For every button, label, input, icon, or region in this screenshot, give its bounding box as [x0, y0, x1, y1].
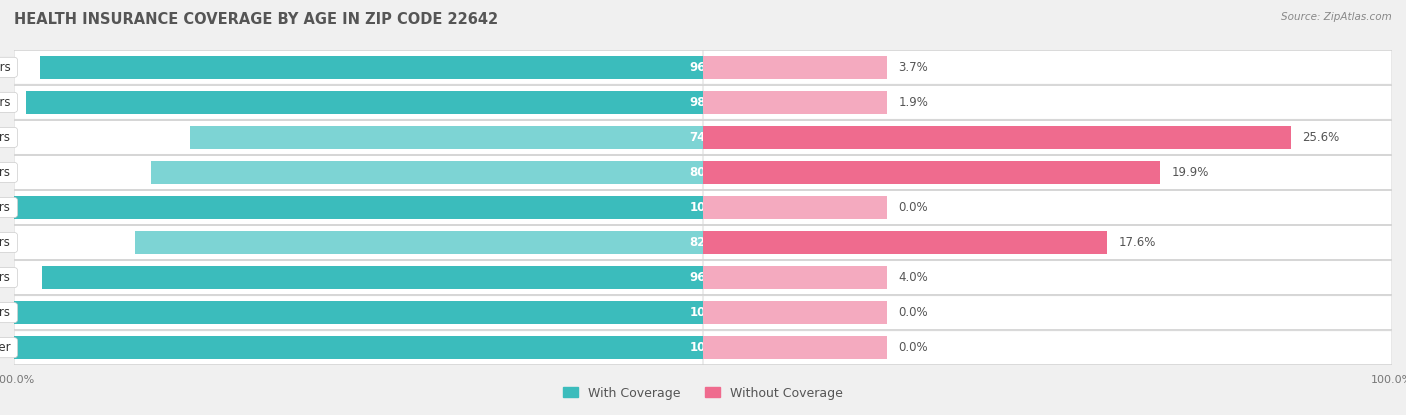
Bar: [14, 196, 703, 219]
Bar: [703, 196, 887, 219]
Text: 45 to 54 Years: 45 to 54 Years: [0, 236, 14, 249]
Bar: [39, 56, 703, 79]
FancyBboxPatch shape: [703, 331, 1392, 365]
FancyBboxPatch shape: [14, 261, 703, 295]
Bar: [27, 91, 703, 114]
Bar: [135, 231, 703, 254]
FancyBboxPatch shape: [14, 295, 703, 330]
Text: 0.0%: 0.0%: [898, 201, 928, 214]
Bar: [703, 231, 1107, 254]
FancyBboxPatch shape: [14, 85, 703, 120]
Bar: [190, 126, 703, 149]
FancyBboxPatch shape: [703, 50, 1392, 84]
FancyBboxPatch shape: [703, 295, 1392, 330]
FancyBboxPatch shape: [703, 190, 1392, 225]
Text: HEALTH INSURANCE COVERAGE BY AGE IN ZIP CODE 22642: HEALTH INSURANCE COVERAGE BY AGE IN ZIP …: [14, 12, 498, 27]
Bar: [703, 301, 887, 324]
Text: 82.4%: 82.4%: [689, 236, 730, 249]
FancyBboxPatch shape: [703, 261, 1392, 295]
Bar: [703, 161, 1160, 184]
Text: 1.9%: 1.9%: [898, 96, 928, 109]
Text: 3.7%: 3.7%: [898, 61, 928, 74]
Bar: [14, 301, 703, 324]
Text: 100.0%: 100.0%: [689, 341, 738, 354]
FancyBboxPatch shape: [14, 190, 703, 225]
Text: 74.4%: 74.4%: [689, 131, 730, 144]
FancyBboxPatch shape: [14, 120, 703, 154]
Bar: [42, 266, 703, 289]
Legend: With Coverage, Without Coverage: With Coverage, Without Coverage: [558, 382, 848, 405]
Bar: [14, 336, 703, 359]
FancyBboxPatch shape: [14, 156, 703, 190]
Bar: [703, 266, 887, 289]
FancyBboxPatch shape: [14, 225, 703, 259]
Bar: [703, 336, 887, 359]
Bar: [703, 91, 887, 114]
Bar: [703, 56, 887, 79]
FancyBboxPatch shape: [703, 85, 1392, 120]
Text: 35 to 44 Years: 35 to 44 Years: [0, 201, 14, 214]
Text: 96.3%: 96.3%: [689, 61, 730, 74]
Text: 17.6%: 17.6%: [1119, 236, 1156, 249]
Bar: [152, 161, 703, 184]
FancyBboxPatch shape: [14, 331, 703, 365]
Text: 75 Years and older: 75 Years and older: [0, 341, 14, 354]
FancyBboxPatch shape: [14, 50, 703, 84]
Text: 0.0%: 0.0%: [898, 306, 928, 319]
FancyBboxPatch shape: [703, 120, 1392, 154]
Text: 100.0%: 100.0%: [689, 306, 738, 319]
Text: 0.0%: 0.0%: [898, 341, 928, 354]
Bar: [703, 126, 1291, 149]
Text: 4.0%: 4.0%: [898, 271, 928, 284]
Text: 100.0%: 100.0%: [689, 201, 738, 214]
FancyBboxPatch shape: [703, 225, 1392, 259]
FancyBboxPatch shape: [703, 156, 1392, 190]
Text: Under 6 Years: Under 6 Years: [0, 61, 14, 74]
Text: 6 to 18 Years: 6 to 18 Years: [0, 96, 14, 109]
Text: 98.2%: 98.2%: [689, 96, 730, 109]
Text: 65 to 74 Years: 65 to 74 Years: [0, 306, 14, 319]
Text: 19.9%: 19.9%: [1171, 166, 1209, 179]
Text: 80.1%: 80.1%: [689, 166, 730, 179]
Text: 25.6%: 25.6%: [1302, 131, 1340, 144]
Text: Source: ZipAtlas.com: Source: ZipAtlas.com: [1281, 12, 1392, 22]
Text: 26 to 34 Years: 26 to 34 Years: [0, 166, 14, 179]
Text: 19 to 25 Years: 19 to 25 Years: [0, 131, 14, 144]
Text: 55 to 64 Years: 55 to 64 Years: [0, 271, 14, 284]
Text: 96.0%: 96.0%: [689, 271, 730, 284]
